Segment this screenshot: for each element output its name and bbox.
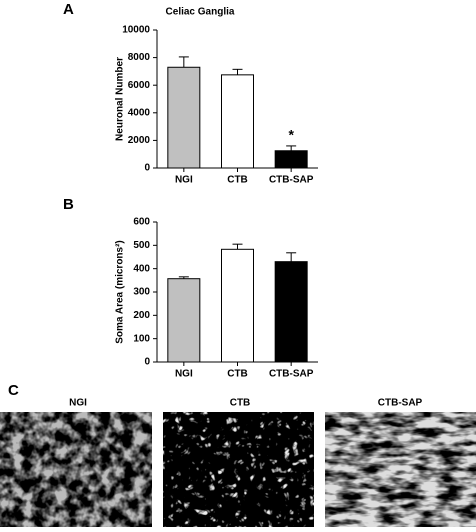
y-tick-label: 600: [133, 217, 150, 228]
y-tick-label: 4000: [128, 107, 151, 118]
y-tick-label: 2000: [128, 135, 151, 146]
bar: [167, 278, 201, 363]
y-axis-label: Soma Area (microns²): [115, 240, 126, 344]
y-tick-label: 400: [133, 263, 150, 274]
micrograph: [325, 412, 476, 527]
y-tick-label: 10000: [122, 25, 150, 36]
y-tick-label: 100: [133, 333, 150, 344]
micrograph: [163, 412, 314, 527]
y-tick-label: 300: [133, 287, 150, 298]
bar: [167, 66, 201, 169]
bar: [221, 248, 254, 363]
y-tick-label: 200: [133, 310, 150, 321]
bar: [274, 261, 308, 363]
y-tick-label: 0: [144, 357, 150, 368]
x-tick-label: NGI: [175, 369, 193, 380]
x-tick-label: CTB-SAP: [269, 175, 314, 186]
y-tick-label: 8000: [128, 52, 151, 63]
micrographs: [0, 412, 476, 527]
bar: [274, 150, 308, 169]
x-tick-label: NGI: [175, 175, 193, 186]
annotation: *: [288, 127, 294, 143]
panel-label: B: [63, 196, 74, 213]
image-label: CTB: [230, 398, 251, 409]
chart-title: Celiac Ganglia: [166, 7, 235, 18]
y-tick-label: 6000: [128, 80, 151, 91]
x-tick-label: CTB: [227, 369, 248, 380]
y-tick-label: 500: [133, 240, 150, 251]
x-tick-label: CTB: [227, 175, 248, 186]
bar: [221, 74, 254, 169]
y-tick-label: 0: [144, 163, 150, 174]
panel-label: C: [8, 382, 19, 399]
panel-label: A: [63, 1, 74, 18]
image-label: CTB-SAP: [378, 398, 423, 409]
micrograph: [0, 412, 152, 527]
y-axis-label: Neuronal Number: [115, 57, 126, 141]
image-label: NGI: [69, 398, 87, 409]
x-tick-label: CTB-SAP: [269, 369, 314, 380]
